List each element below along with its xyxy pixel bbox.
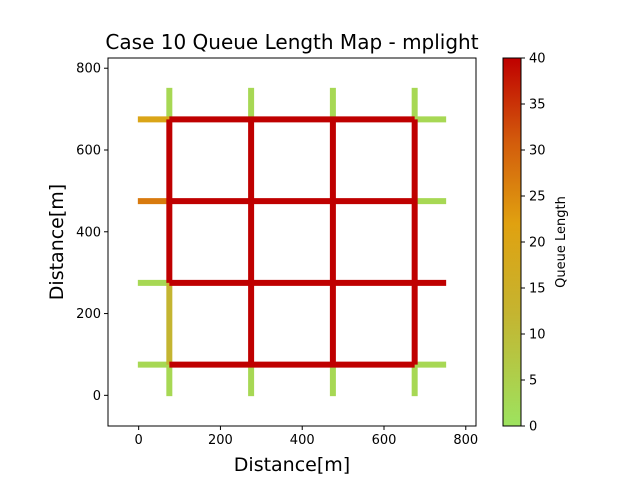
y-axis-ticks: 0 200 400 600 800 xyxy=(76,62,108,404)
colorbar-tick-label: 15 xyxy=(529,282,546,297)
colorbar-tick-label: 20 xyxy=(529,236,546,251)
colorbar-tick-label: 40 xyxy=(529,52,546,67)
x-tick-label: 600 xyxy=(372,433,397,448)
colorbar-tick-label: 25 xyxy=(529,190,546,205)
colorbar-tick-label: 5 xyxy=(529,374,537,389)
x-axis-ticks: 0 200 400 600 800 xyxy=(135,426,478,448)
y-axis-title: Distance[m] xyxy=(46,184,68,300)
x-tick-label: 800 xyxy=(453,433,478,448)
plot-area: 0 200 400 600 800 0 200 400 600 800 xyxy=(76,57,478,448)
y-tick-label: 0 xyxy=(93,389,101,404)
road-segments xyxy=(137,87,447,397)
colorbar-tick-label: 10 xyxy=(529,328,546,343)
y-tick-label: 600 xyxy=(76,144,101,159)
y-tick-label: 200 xyxy=(76,307,101,322)
x-tick-label: 200 xyxy=(208,433,233,448)
colorbar-tick-label: 0 xyxy=(529,420,537,435)
colorbar-tick-label: 35 xyxy=(529,98,546,113)
y-tick-label: 800 xyxy=(76,62,101,77)
plot-frame xyxy=(107,57,477,427)
chart-title: Case 10 Queue Length Map - mplight xyxy=(105,30,478,54)
y-tick-label: 400 xyxy=(76,225,101,240)
colorbar-label: Queue Length xyxy=(554,196,569,288)
x-axis-title: Distance[m] xyxy=(234,454,350,476)
plot-background xyxy=(108,58,476,426)
colorbar: 0 5 10 15 20 25 30 35 40 Queue Length xyxy=(502,52,569,435)
x-tick-label: 400 xyxy=(290,433,315,448)
colorbar-tick-label: 30 xyxy=(529,144,546,159)
colorbar-gradient xyxy=(502,57,522,427)
x-tick-label: 0 xyxy=(135,433,143,448)
colorbar-ticks: 0 5 10 15 20 25 30 35 40 xyxy=(521,52,546,435)
